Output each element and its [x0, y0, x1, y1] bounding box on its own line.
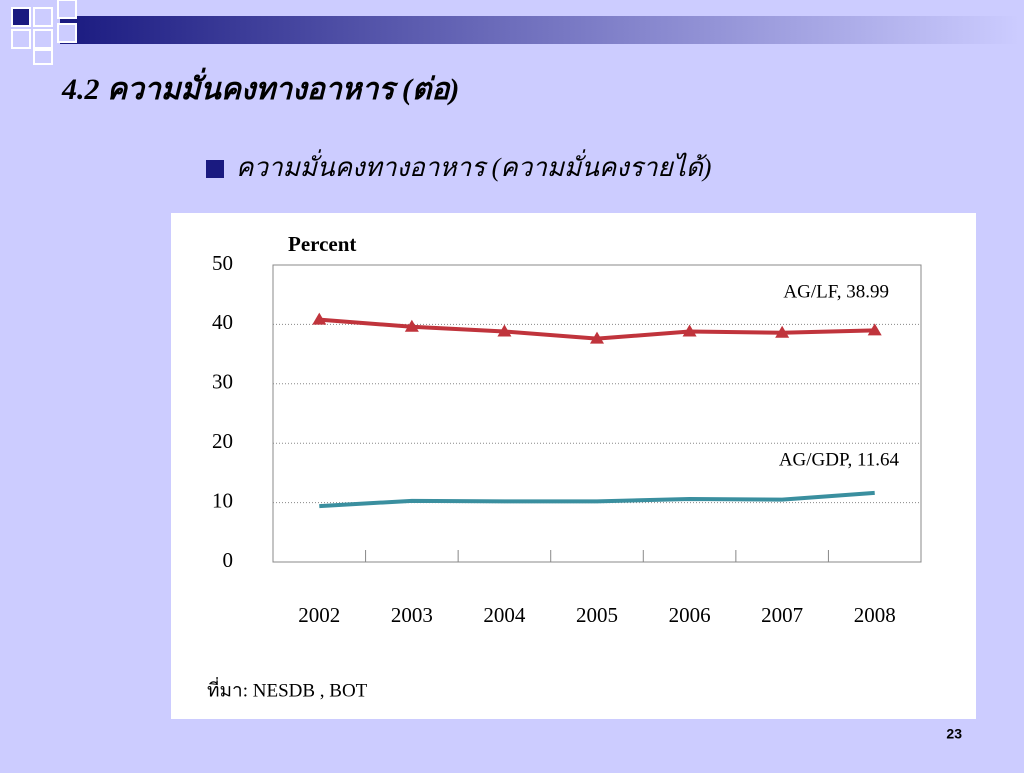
marker	[404, 319, 419, 332]
bullet-text: ความมั่นคงทางอาหาร (ความมั่นคงรายได้)	[236, 149, 711, 182]
marker	[867, 323, 882, 336]
x-tick-label: 2003	[391, 603, 433, 627]
annotation: AG/GDP, 11.64	[779, 449, 900, 470]
y-tick-label: 50	[212, 251, 233, 275]
x-tick-label: 2008	[854, 603, 896, 627]
decoration	[11, 0, 77, 65]
y-tick-label: 20	[212, 429, 233, 453]
y-tick-label: 40	[212, 310, 233, 334]
marker	[497, 324, 512, 337]
marker	[682, 324, 697, 337]
marker	[590, 331, 604, 344]
plot: 0 10 20 30 40 50 2002 2003 2004 2005 2006 2007 2008 A…	[212, 251, 922, 627]
x-tick-label: 2006	[669, 603, 711, 627]
slide-title: 4.2 ความมั่นคงทางอาหาร (ต่อ)	[61, 67, 459, 106]
y-tick-label: 30	[212, 370, 233, 394]
bullet-icon	[206, 160, 224, 178]
y-axis-label: Percent	[288, 232, 356, 256]
source: ที่มา: NESDB , BOT	[207, 676, 368, 701]
page-number: 23	[946, 726, 962, 742]
marker	[312, 312, 327, 325]
y-tick-label: 10	[212, 488, 233, 512]
marker	[775, 325, 790, 338]
y-tick-label: 0	[223, 548, 234, 572]
annotation: AG/LF, 38.99	[783, 281, 889, 302]
header-bar	[60, 16, 1020, 44]
line	[319, 490, 875, 509]
chart-panel	[171, 213, 976, 719]
x-tick-label: 2004	[483, 603, 526, 627]
plot-border	[272, 264, 922, 563]
x-tick-label: 2002	[298, 603, 340, 627]
x-tick-label: 2005	[576, 603, 618, 627]
x-tick-label: 2007	[761, 603, 803, 627]
